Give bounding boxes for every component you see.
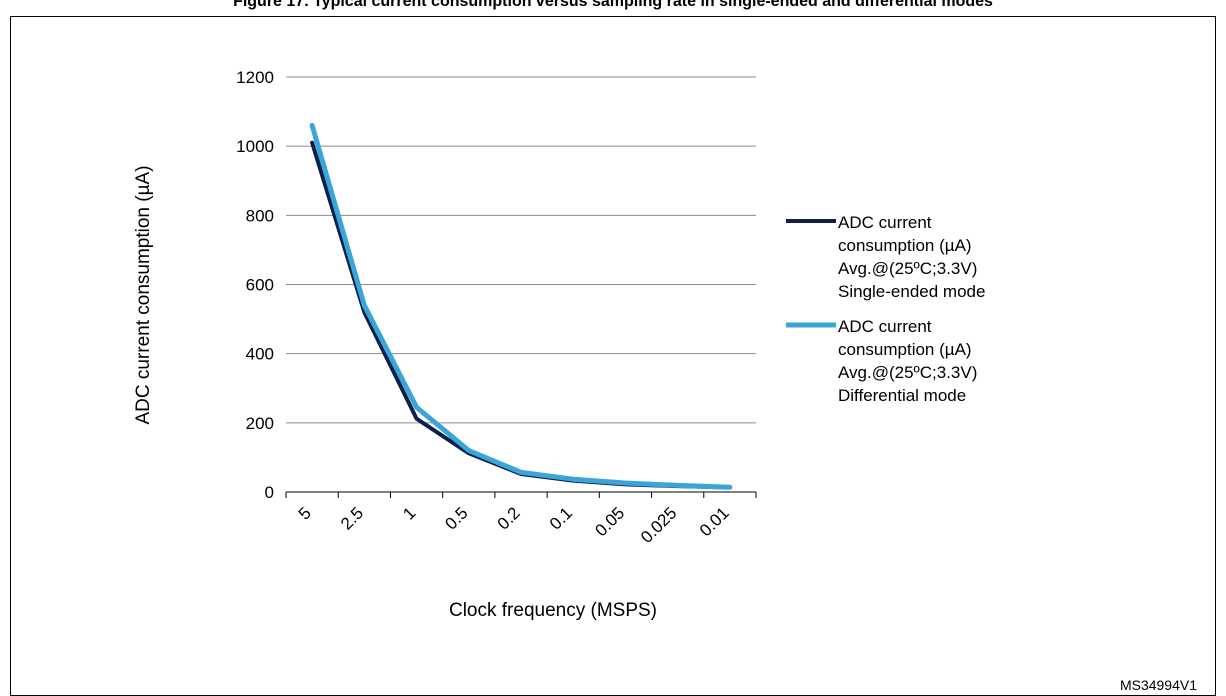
legend-entry-text: ADC current <box>838 317 932 336</box>
legend-entry-text: consumption (µA) <box>838 340 972 359</box>
y-tick-label: 0 <box>265 483 274 502</box>
x-tick-label: 0.2 <box>494 503 524 533</box>
y-tick-label: 600 <box>246 276 274 295</box>
y-tick-label: 200 <box>246 414 274 433</box>
series-line-1 <box>310 140 732 490</box>
x-tick-label: 0.01 <box>696 503 733 540</box>
y-tick-label: 800 <box>246 206 274 225</box>
x-tick-label: 2.5 <box>337 503 367 533</box>
x-tick-label: 5 <box>295 503 315 523</box>
series-line-2 <box>309 122 733 490</box>
x-tick-label: 1 <box>399 503 419 523</box>
legend-entry-text: ADC current <box>838 213 932 232</box>
y-tick-label: 1200 <box>236 68 274 87</box>
legend-entry-text: Single-ended mode <box>838 282 985 301</box>
series-lines <box>309 122 733 490</box>
x-tick-label: 0.05 <box>591 503 628 540</box>
y-axis-label: ADC current consumption (µA) <box>133 165 154 424</box>
grid-lines <box>286 76 756 424</box>
figure-reference: MS34994V1 <box>1119 677 1197 693</box>
x-tick-label: 0.5 <box>441 503 471 533</box>
legend: ADC current consumption (µA) Avg.@(25ºC;3.… <box>786 213 985 405</box>
x-tick-label: 0.1 <box>546 503 576 533</box>
y-tick-label: 1000 <box>236 137 274 156</box>
y-tick-label: 400 <box>246 345 274 364</box>
x-axis-label: Clock frequency (MSPS) <box>449 600 657 621</box>
legend-entry-text: consumption (µA) <box>838 236 972 255</box>
figure-frame: 0 200 400 600 800 1000 1200 5 2.5 1 0.5 0.2 0.1 0.05 0… <box>10 16 1216 696</box>
x-tick-label: 0.025 <box>637 503 681 547</box>
legend-entry-text: Differential mode <box>838 386 966 405</box>
legend-entry-text: Avg.@(25ºC;3.3V) <box>838 259 977 278</box>
legend-entry-text: Avg.@(25ºC;3.3V) <box>838 363 977 382</box>
figure-title: Figure 17. Typical current consumption v… <box>233 0 993 10</box>
